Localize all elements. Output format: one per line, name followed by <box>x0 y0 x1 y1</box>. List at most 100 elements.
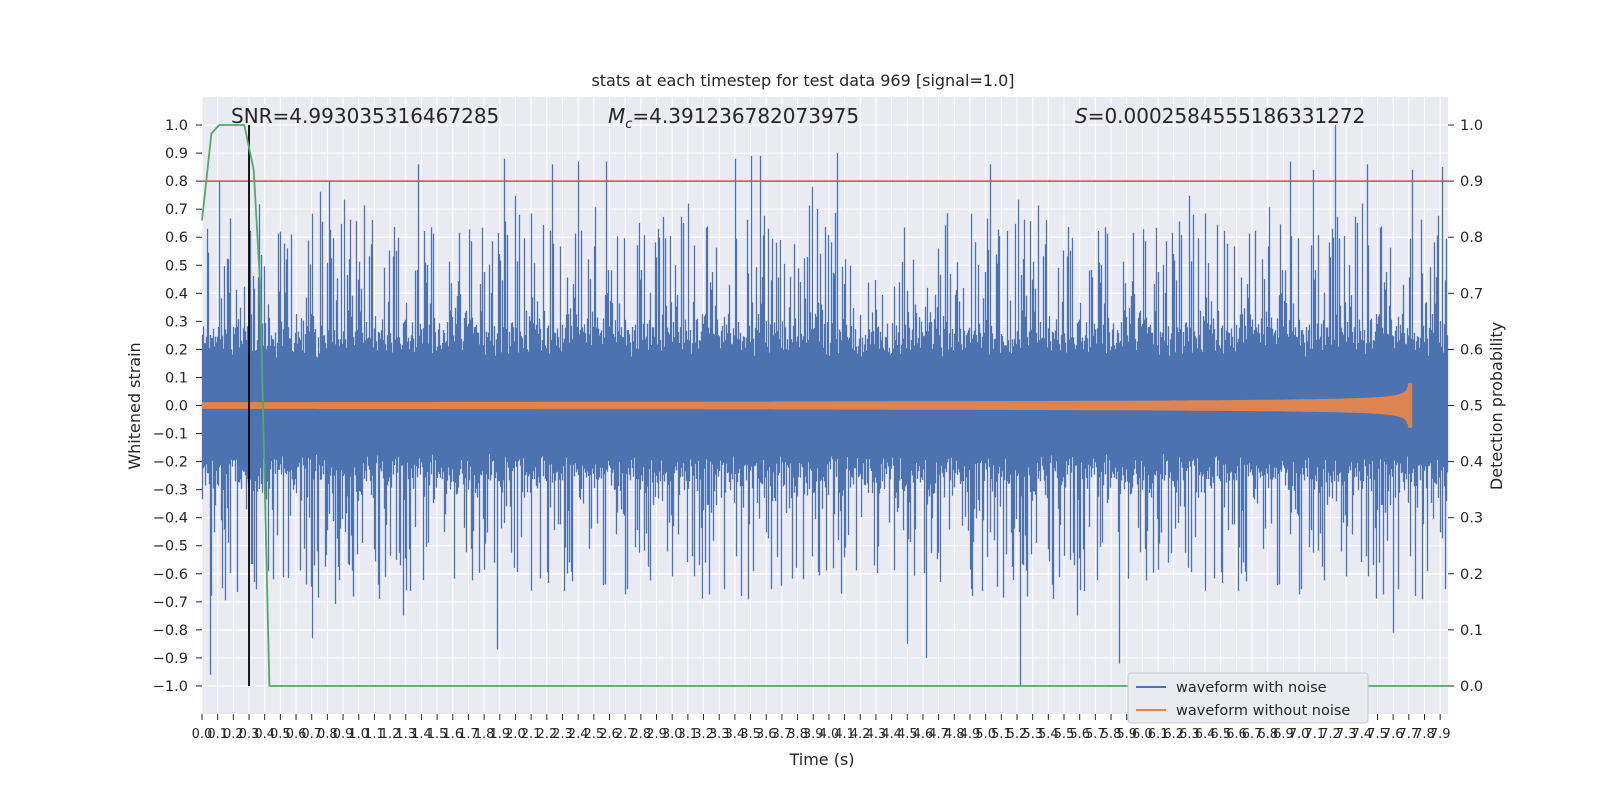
x-tick-label: 1.6 <box>442 727 463 742</box>
x-tick-label: 2.7 <box>615 727 636 742</box>
x-tick-label: 0.4 <box>254 727 275 742</box>
x-tick-label: 1.3 <box>395 727 416 742</box>
x-tick-label: 3.1 <box>678 727 699 742</box>
legend: waveform with noise waveform without noi… <box>1127 672 1369 724</box>
s-value: =0.0002584555186331272 <box>1088 104 1366 128</box>
x-tick-label: 7.9 <box>1430 727 1451 742</box>
y-tick-label-right: 0.7 <box>1460 286 1483 302</box>
x-tick-label: 1.2 <box>380 727 401 742</box>
x-tick-label: 1.0 <box>348 727 369 742</box>
x-tick-label: 5.4 <box>1038 727 1059 742</box>
y-tick-label-left: 1.0 <box>165 118 188 134</box>
x-tick-label: 6.3 <box>1179 727 1200 742</box>
y-tick-label-left: −0.6 <box>153 567 188 583</box>
legend-label-waveform-without-noise: waveform without noise <box>1176 703 1350 719</box>
y-tick-label-left: 0.8 <box>165 174 188 190</box>
x-tick-label: 7.0 <box>1289 727 1310 742</box>
x-tick-label: 5.0 <box>975 727 996 742</box>
x-tick-label: 3.0 <box>662 727 683 742</box>
y-tick-label-left: −0.8 <box>153 623 188 639</box>
x-tick-label: 6.5 <box>1210 727 1231 742</box>
x-tick-label: 3.5 <box>740 727 761 742</box>
x-tick-label: 7.1 <box>1304 727 1325 742</box>
x-tick-label: 6.8 <box>1257 727 1278 742</box>
x-tick-label: 7.6 <box>1383 727 1404 742</box>
y-tick-label-left: −0.4 <box>153 511 188 527</box>
y-tick-label-right: 0.9 <box>1460 174 1483 190</box>
x-tick-label: 0.1 <box>207 727 228 742</box>
x-tick-label: 4.0 <box>819 727 840 742</box>
y-tick-label-left: 0.9 <box>165 146 188 162</box>
x-tick-label: 1.1 <box>364 727 385 742</box>
x-tick-label: 6.9 <box>1273 727 1294 742</box>
y-tick-label-left: 0.5 <box>165 258 188 274</box>
x-tick-label: 7.2 <box>1320 727 1341 742</box>
x-tick-label: 4.4 <box>881 727 902 742</box>
x-tick-label: 0.9 <box>333 727 354 742</box>
x-tick-label: 5.7 <box>1085 727 1106 742</box>
x-axis-label: Time (s) <box>788 750 854 769</box>
x-tick-label: 2.9 <box>646 727 667 742</box>
x-tick-label: 3.4 <box>725 727 746 742</box>
x-tick-label: 1.4 <box>411 727 432 742</box>
x-tick-label: 3.6 <box>756 727 777 742</box>
x-tick-label: 0.6 <box>286 727 307 742</box>
chirp-mass-subscript: c <box>625 117 632 132</box>
y-tick-label-left: 0.3 <box>165 314 188 330</box>
y-axis-left: 1.0 0.9 0.8 0.7 0.6 0.5 0.4 0.3 0.2 0.1 0.0 −0.1 −0.… <box>153 118 202 695</box>
y-axis-label-right: Detection probability <box>1487 322 1506 490</box>
x-tick-label: 6.1 <box>1148 727 1169 742</box>
x-tick-label: 4.8 <box>944 727 965 742</box>
y-tick-label-right: 0.0 <box>1460 679 1483 695</box>
x-tick-label: 4.6 <box>913 727 934 742</box>
legend-label-waveform-with-noise: waveform with noise <box>1176 680 1327 696</box>
x-tick-label: 5.8 <box>1101 727 1122 742</box>
y-tick-label-right: 0.6 <box>1460 342 1483 358</box>
x-tick-label: 5.1 <box>991 727 1012 742</box>
x-tick-label: 1.7 <box>458 727 479 742</box>
x-tick-label: 1.8 <box>474 727 495 742</box>
x-tick-label: 5.6 <box>1069 727 1090 742</box>
x-tick-label: 5.3 <box>1022 727 1043 742</box>
x-tick-label: 0.3 <box>239 727 260 742</box>
x-tick-label: 6.7 <box>1242 727 1263 742</box>
x-tick-label: 7.4 <box>1351 727 1372 742</box>
x-tick-label: 6.4 <box>1195 727 1216 742</box>
y-tick-label-right: 0.1 <box>1460 623 1483 639</box>
y-tick-label-left: −0.1 <box>153 427 188 443</box>
x-tick-label: 2.6 <box>599 727 620 742</box>
y-tick-label-right: 0.4 <box>1460 455 1483 471</box>
y-tick-label-left: −1.0 <box>153 679 188 695</box>
series-line-waveform-without-noise <box>201 383 1413 428</box>
y-tick-label-left: −0.3 <box>153 483 188 499</box>
x-tick-label: 3.3 <box>709 727 730 742</box>
x-tick-label: 3.8 <box>787 727 808 742</box>
y-tick-label-left: 0.0 <box>165 399 188 415</box>
x-tick-label: 2.3 <box>552 727 573 742</box>
x-tick-label: 4.7 <box>928 727 949 742</box>
x-tick-label: 7.5 <box>1367 727 1388 742</box>
x-tick-label: 5.2 <box>1007 727 1028 742</box>
x-tick-label: 2.0 <box>505 727 526 742</box>
y-tick-label-right: 0.8 <box>1460 230 1483 246</box>
x-tick-label: 1.5 <box>427 727 448 742</box>
x-tick-label: 6.0 <box>1132 727 1153 742</box>
x-tick-label: 2.4 <box>568 727 589 742</box>
x-tick-label: 0.8 <box>317 727 338 742</box>
x-tick-label: 2.1 <box>521 727 542 742</box>
y-tick-label-right: 0.2 <box>1460 567 1483 583</box>
chirp-mass-annotation: Mc=4.391236782073975 <box>608 104 859 132</box>
x-tick-label: 5.9 <box>1116 727 1137 742</box>
overlays <box>201 124 1448 687</box>
y-axis-label-left: Whitened strain <box>125 342 144 469</box>
x-tick-label: 7.7 <box>1398 727 1419 742</box>
s-annotation: S=0.0002584555186331272 <box>1075 104 1365 128</box>
y-tick-label-left: 0.6 <box>165 230 188 246</box>
x-tick-label: 3.7 <box>772 727 793 742</box>
x-tick-label: 4.3 <box>866 727 887 742</box>
x-tick-label: 5.5 <box>1054 727 1075 742</box>
chart-title: stats at each timestep for test data 969… <box>591 71 1014 90</box>
x-tick-label: 2.2 <box>536 727 557 742</box>
snr-annotation: SNR=4.993035316467285 <box>231 104 499 128</box>
